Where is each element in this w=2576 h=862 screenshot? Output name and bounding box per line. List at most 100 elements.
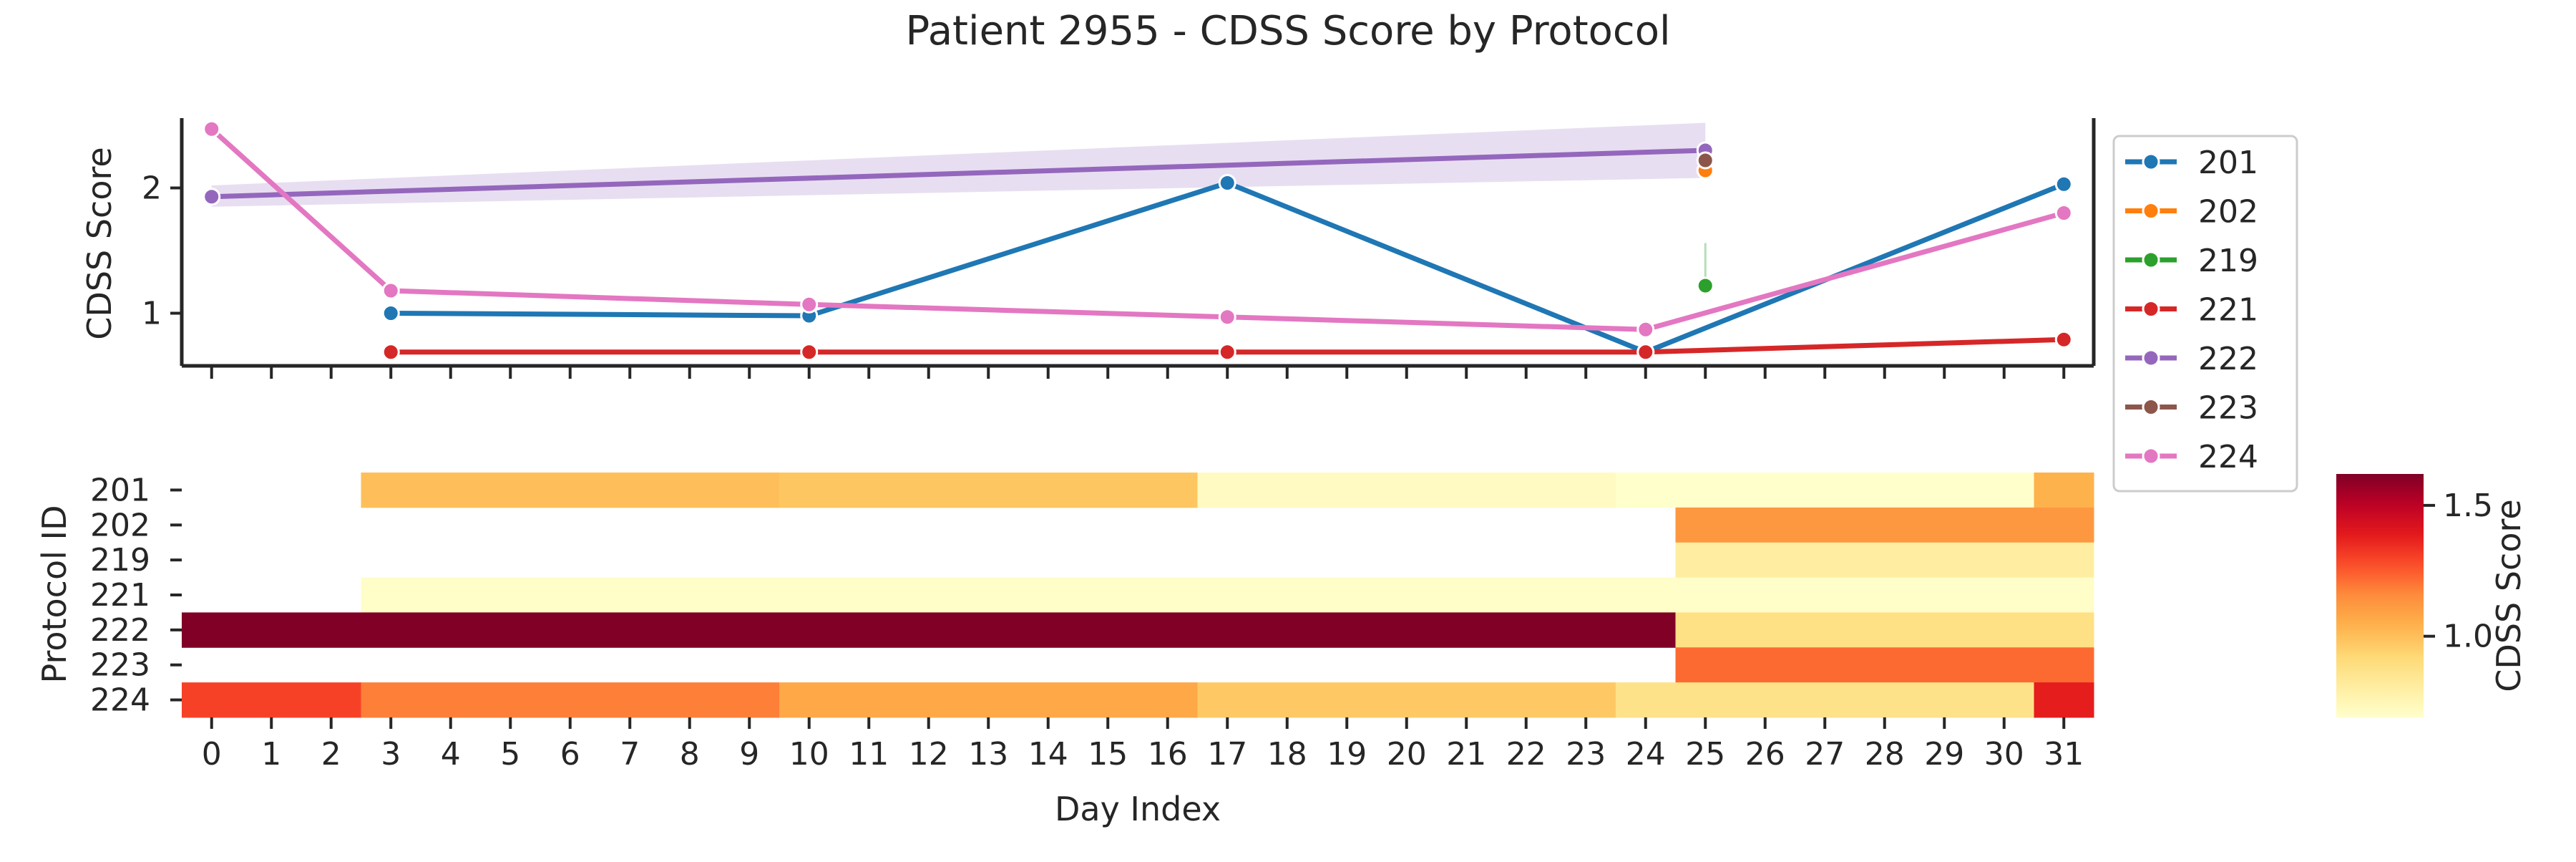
- heatmap-x-tick-label: 10: [789, 736, 829, 773]
- series-201-point: [2054, 175, 2073, 193]
- heatmap-cell-219-25: [1675, 542, 2094, 578]
- line-plot-y-tick-label: 2: [142, 170, 162, 207]
- heatmap-x-tick-label: 26: [1745, 736, 1785, 773]
- heatmap-x-tick-label: 16: [1148, 736, 1188, 773]
- colorbar: 1.0 1.5 CDSS Score: [2336, 474, 2528, 717]
- heatmap-x-tick-label: 23: [1566, 736, 1606, 773]
- series-221-point: [1218, 343, 1236, 362]
- line-plot: CDSS Score 1 2: [80, 118, 2096, 379]
- heatmap-x-tick-label: 31: [2044, 736, 2084, 773]
- heatmap-cell-221-3: [361, 577, 2094, 613]
- heatmap-x-tick-label: 14: [1028, 736, 1068, 773]
- heatmap-x-tick-label: 0: [202, 736, 222, 773]
- colorbar-tick-label: 1.5: [2443, 488, 2493, 524]
- heatmap-cell-201-3: [361, 473, 780, 508]
- heatmap-x-tick-label: 29: [1924, 736, 1964, 773]
- heatmap-x-tick-label: 17: [1207, 736, 1247, 773]
- heatmap-y-tick-label: 224: [90, 682, 150, 719]
- heatmap-cell-222-0: [182, 612, 1676, 648]
- legend-label-224: 224: [2198, 439, 2258, 475]
- heatmap-x-tick-label: 20: [1387, 736, 1427, 773]
- series-224-point: [381, 281, 400, 300]
- legend-swatch-marker-223: [2142, 398, 2160, 416]
- series-221-point: [381, 343, 400, 362]
- heatmap-cell-224-3: [361, 682, 780, 718]
- heatmap-x-tick-label: 11: [849, 736, 889, 773]
- series-224-point: [2054, 204, 2073, 222]
- series-224-point: [1218, 308, 1236, 326]
- heatmap-x-tick-label: 9: [739, 736, 759, 773]
- heatmap-x-tick-label: 2: [321, 736, 341, 773]
- legend-swatch-marker-221: [2142, 300, 2160, 318]
- heatmap-x-tick-label: 8: [680, 736, 700, 773]
- heatmap-x-tick-label: 28: [1865, 736, 1905, 773]
- legend-label-221: 221: [2198, 292, 2258, 329]
- heatmap-x-tick-label: 15: [1088, 736, 1128, 773]
- heatmap-x-tick-label: 4: [441, 736, 461, 773]
- legend-swatch-marker-202: [2142, 202, 2160, 220]
- series-224-point: [1636, 320, 1655, 339]
- heatmap-x-tick-label: 25: [1685, 736, 1725, 773]
- heatmap-cell-224-0: [182, 682, 361, 718]
- heatmap-y-tick-label: 222: [90, 612, 150, 649]
- legend-label-223: 223: [2198, 390, 2258, 427]
- heatmap-y-tick-label: 221: [90, 577, 150, 614]
- heatmap-x-tick-label: 30: [1984, 736, 2024, 773]
- legend-swatch-marker-201: [2142, 152, 2160, 171]
- heatmap-cell-201-31: [2034, 473, 2094, 508]
- heatmap-y-tick-label: 201: [90, 472, 150, 508]
- colorbar-gradient: [2336, 474, 2424, 717]
- heatmap-cell-201-10: [779, 473, 1198, 508]
- legend-frame: [2112, 135, 2298, 493]
- series-221-point: [1636, 343, 1655, 362]
- series-222-confidence-band: [211, 122, 1706, 207]
- heatmap-y-tick-label: 223: [90, 647, 150, 684]
- heatmap-x-tick-label: 13: [968, 736, 1008, 773]
- legend-swatch-marker-224: [2142, 447, 2160, 465]
- series-201-point: [381, 304, 400, 322]
- heatmap-x-tick-label: 6: [560, 736, 580, 773]
- series-219-point: [1696, 276, 1714, 295]
- series-222-line: [211, 147, 1706, 200]
- heatmap-cell-224-10: [779, 682, 1198, 718]
- series-224-line: [210, 127, 2065, 332]
- heatmap-y-tick-label: 202: [90, 507, 150, 543]
- series-224-point: [800, 295, 819, 314]
- heatmap-x-tick-label: 19: [1327, 736, 1367, 773]
- heatmap-x-tick-label: 1: [261, 736, 281, 773]
- heatmap-y-tick-label: 219: [90, 542, 150, 578]
- heatmap-cell-222-25: [1675, 612, 2094, 648]
- series-223-point: [1696, 151, 1714, 170]
- heatmap-x-tick-label: 22: [1506, 736, 1546, 773]
- heatmap-cell-223-25: [1675, 647, 2094, 683]
- legend-label-202: 202: [2198, 194, 2258, 231]
- heatmap-cell-224-31: [2034, 682, 2094, 718]
- heatmap-cell-201-17: [1197, 473, 1616, 508]
- heatmap-x-label: Day Index: [1055, 790, 1221, 828]
- series-224-point: [203, 120, 221, 138]
- series-221-point: [2054, 330, 2073, 349]
- heatmap-x-tick-label: 3: [381, 736, 401, 773]
- heatmap-x-tick-label: 7: [620, 736, 640, 773]
- series-201-line: [391, 180, 2065, 355]
- colorbar-tick-label: 1.0: [2443, 619, 2493, 655]
- series-222-point: [203, 188, 221, 206]
- legend-label-222: 222: [2198, 341, 2258, 377]
- chart-title: Patient 2955 - CDSS Score by Protocol: [905, 8, 1670, 54]
- heatmap-x-tick-label: 21: [1446, 736, 1486, 773]
- heatmap-cell-224-24: [1616, 682, 2034, 718]
- legend-label-219: 219: [2198, 243, 2258, 279]
- heatmap-y-label: Protocol ID: [35, 505, 74, 684]
- legend-swatch-marker-219: [2142, 251, 2160, 269]
- heatmap-x-tick-label: 27: [1805, 736, 1845, 773]
- heatmap-x-tick-label: 5: [500, 736, 520, 773]
- line-plot-y-label: CDSS Score: [80, 147, 119, 339]
- legend: 201 202 219 221 222 223 224: [2112, 135, 2298, 493]
- heatmap-cell-201-24: [1616, 473, 2034, 508]
- heatmap-x-tick-label: 24: [1626, 736, 1666, 773]
- series-201-point: [1218, 174, 1236, 192]
- line-plot-y-tick-label: 1: [142, 296, 162, 332]
